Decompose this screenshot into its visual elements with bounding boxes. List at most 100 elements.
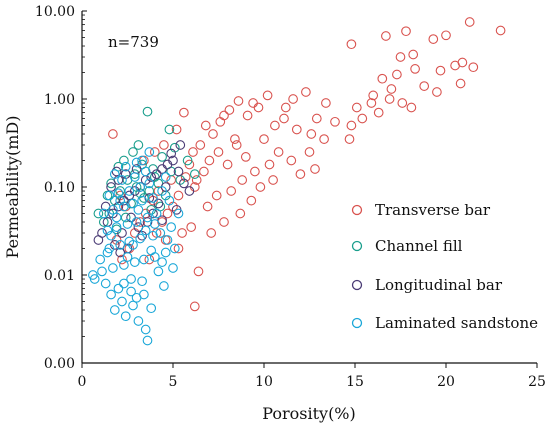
data-point (135, 233, 146, 244)
data-point (164, 124, 175, 135)
data-point (392, 69, 402, 80)
data-point (279, 113, 289, 124)
data-point (231, 140, 242, 150)
legend-marker (351, 204, 363, 216)
data-point (113, 201, 124, 212)
data-point (288, 94, 298, 104)
data-point (98, 208, 109, 219)
data-point (126, 286, 136, 297)
data-point (199, 166, 209, 177)
legend-label: Laminated sandstone (375, 314, 538, 332)
data-point (179, 178, 189, 189)
data-point (255, 182, 266, 192)
data-point (233, 96, 244, 106)
data-point (191, 175, 202, 185)
data-point (160, 172, 171, 182)
data-point (240, 152, 251, 162)
data-point (408, 49, 419, 60)
data-point (128, 300, 138, 311)
data-point (202, 201, 213, 212)
data-point (157, 257, 167, 267)
data-point (144, 193, 155, 203)
data-point (246, 195, 257, 206)
data-point (137, 195, 147, 206)
data-point (148, 193, 158, 203)
data-point (230, 134, 240, 144)
series-transverse-bar (108, 17, 506, 312)
x-tick-label: 15 (346, 374, 364, 390)
data-point (109, 305, 120, 315)
data-point (159, 140, 169, 150)
data-point (250, 166, 260, 177)
data-point (357, 113, 368, 124)
x-ticks: 0 5 10 15 20 25 (78, 363, 546, 390)
data-point (304, 147, 315, 157)
data-point (128, 198, 138, 209)
y-axis-title: Permeability(mD) (3, 116, 22, 259)
data-point (175, 140, 186, 150)
data-point (119, 195, 129, 206)
data-point (162, 208, 173, 219)
data-point (366, 98, 377, 108)
series-laminated-sandstone (88, 147, 184, 346)
data-point (401, 26, 411, 37)
data-point (117, 254, 127, 265)
data-point (93, 208, 104, 219)
data-point (142, 212, 153, 223)
data-point (346, 39, 357, 50)
data-point (177, 228, 187, 238)
data-point (126, 212, 136, 223)
points-layer (88, 17, 506, 346)
data-point (155, 228, 166, 238)
data-point (142, 106, 153, 117)
data-point (124, 186, 135, 196)
data-point (184, 186, 195, 196)
data-point (129, 172, 140, 182)
x-axis-title: Porosity(%) (262, 404, 356, 423)
data-point (219, 110, 229, 121)
data-point (126, 274, 136, 284)
data-point (129, 257, 140, 267)
axes: 0 5 10 15 20 25 0.00 0.01 0.10 1.00 10.00 (35, 4, 546, 390)
data-point (173, 243, 184, 254)
legend: Transverse bar Channel fill Longitudinal… (351, 201, 538, 332)
data-point (135, 188, 146, 199)
data-point (213, 147, 224, 157)
data-point (381, 31, 391, 41)
data-point (113, 283, 124, 294)
data-point (157, 186, 167, 196)
legend-marker (351, 279, 363, 291)
data-point (160, 247, 171, 258)
y-tick-label: 0.10 (44, 180, 75, 196)
data-point (321, 98, 331, 108)
data-point (262, 90, 273, 101)
data-point (157, 164, 167, 174)
y-tick-label: 0.01 (44, 268, 75, 284)
data-point (193, 266, 204, 277)
x-tick-label: 20 (437, 374, 455, 390)
data-point (135, 217, 146, 227)
data-point (242, 110, 253, 121)
data-point (128, 147, 138, 157)
data-point (253, 102, 264, 113)
legend-item-channel-fill: Channel fill (351, 237, 463, 255)
data-point (119, 278, 129, 289)
data-point (222, 159, 233, 170)
y-tick-label: 0.00 (44, 356, 75, 372)
data-point (106, 289, 116, 300)
data-point (137, 155, 147, 166)
legend-marker (351, 317, 363, 329)
data-point (179, 107, 189, 118)
data-point (111, 166, 122, 177)
data-point (111, 212, 122, 223)
data-point (95, 254, 106, 265)
data-point (455, 78, 466, 89)
data-point (450, 60, 460, 71)
data-point (200, 120, 211, 131)
data-point (169, 243, 180, 254)
data-point (97, 228, 107, 238)
data-point (153, 266, 164, 277)
legend-label: Longitudinal bar (375, 276, 503, 294)
data-point (109, 240, 120, 250)
data-point (113, 188, 124, 199)
